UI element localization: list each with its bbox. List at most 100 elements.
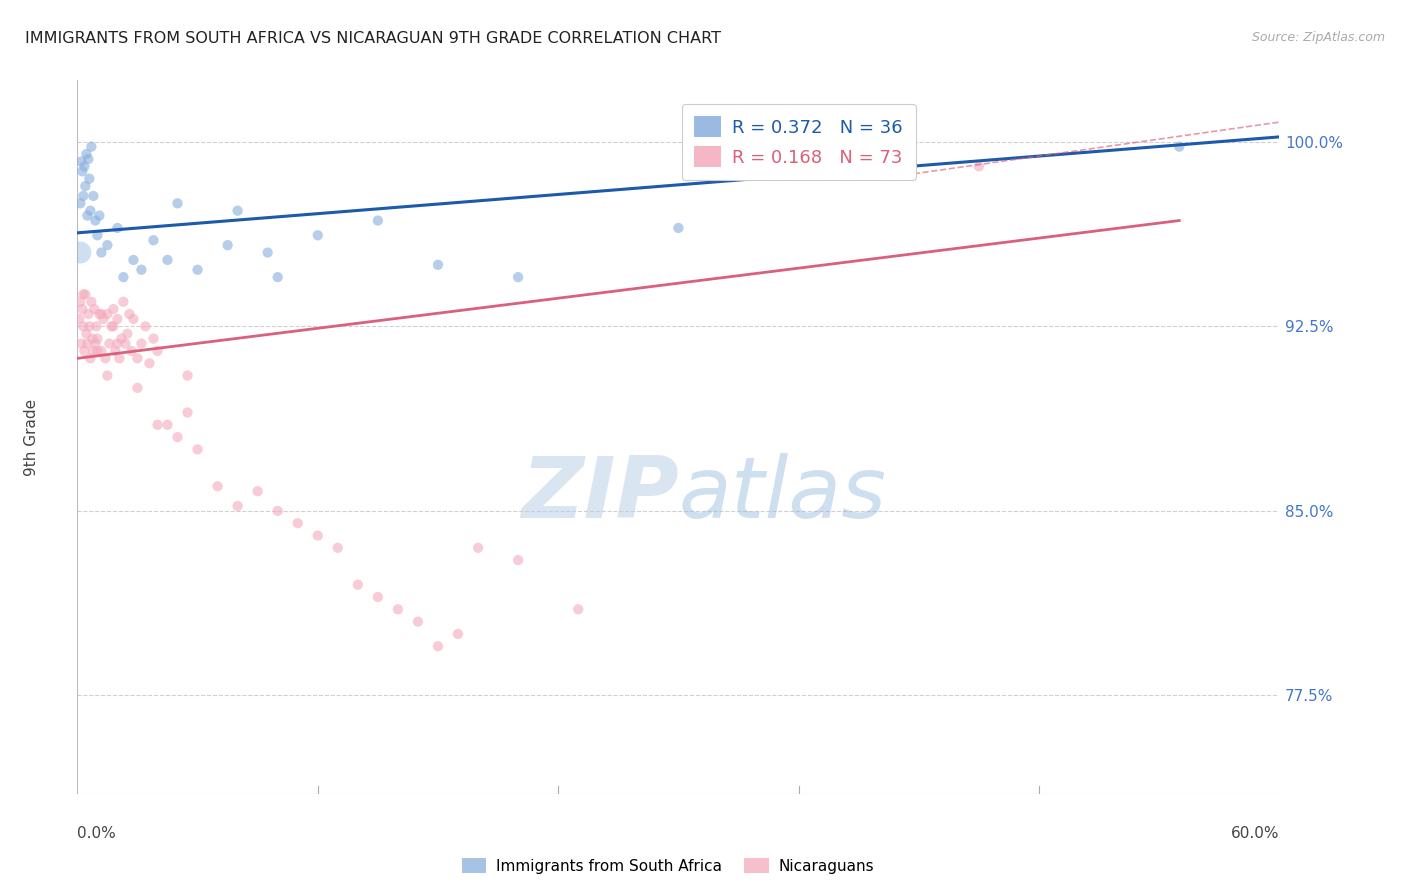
Point — [73, 343, 96, 358]
Point — [112, 270, 135, 285]
Point — [307, 228, 329, 243]
Point — [118, 307, 141, 321]
Point — [226, 499, 249, 513]
Point — [447, 627, 470, 641]
Point — [83, 302, 105, 317]
Point — [156, 417, 179, 432]
Point — [98, 336, 121, 351]
Point — [367, 590, 389, 604]
Point — [567, 602, 589, 616]
Point — [96, 368, 118, 383]
Point — [131, 262, 153, 277]
Text: atlas: atlas — [679, 452, 886, 536]
Point — [122, 312, 145, 326]
Point — [86, 332, 108, 346]
Point — [72, 287, 94, 301]
Point — [427, 258, 450, 272]
Point — [94, 351, 117, 366]
Point — [138, 356, 160, 370]
Point — [76, 336, 98, 351]
Point — [86, 228, 108, 243]
Point — [89, 307, 111, 321]
Point — [104, 343, 127, 358]
Point — [246, 484, 269, 499]
Legend: R = 0.372   N = 36, R = 0.168   N = 73: R = 0.372 N = 36, R = 0.168 N = 73 — [682, 103, 915, 179]
Point — [406, 615, 429, 629]
Point — [187, 442, 209, 457]
Point — [67, 312, 90, 326]
Point — [69, 294, 91, 309]
Point — [72, 319, 94, 334]
Point — [77, 152, 100, 166]
Point — [114, 336, 136, 351]
Point — [127, 381, 149, 395]
Point — [72, 164, 94, 178]
Legend: Immigrants from South Africa, Nicaraguans: Immigrants from South Africa, Nicaraguan… — [456, 852, 880, 880]
Point — [72, 189, 94, 203]
Point — [176, 368, 198, 383]
Point — [156, 252, 179, 267]
Point — [82, 189, 104, 203]
Point — [75, 147, 97, 161]
Point — [387, 602, 409, 616]
Point — [142, 233, 165, 247]
Point — [107, 336, 129, 351]
Point — [347, 578, 370, 592]
Point — [84, 213, 107, 227]
Point — [103, 319, 125, 334]
Point — [103, 302, 125, 317]
Point — [73, 160, 96, 174]
Point — [166, 430, 188, 444]
Point — [267, 504, 290, 518]
Point — [96, 307, 118, 321]
Point — [108, 351, 131, 366]
Point — [72, 302, 94, 317]
Text: 60.0%: 60.0% — [1232, 826, 1279, 841]
Point — [176, 405, 198, 419]
Point — [75, 179, 97, 194]
Point — [326, 541, 349, 555]
Point — [131, 336, 153, 351]
Point — [82, 332, 104, 346]
Point — [79, 351, 101, 366]
Point — [267, 270, 290, 285]
Point — [69, 245, 91, 260]
Point — [134, 319, 156, 334]
Text: Source: ZipAtlas.com: Source: ZipAtlas.com — [1251, 31, 1385, 45]
Point — [75, 326, 97, 341]
Point — [80, 139, 103, 153]
Point — [226, 203, 249, 218]
Point — [256, 245, 278, 260]
Point — [90, 343, 112, 358]
Point — [967, 160, 990, 174]
Point — [287, 516, 309, 531]
Point — [100, 319, 122, 334]
Point — [82, 343, 104, 358]
Point — [70, 154, 93, 169]
Point — [367, 213, 389, 227]
Point — [508, 270, 530, 285]
Point — [89, 209, 111, 223]
Point — [146, 417, 169, 432]
Point — [508, 553, 530, 567]
Point — [110, 332, 132, 346]
Point — [75, 287, 97, 301]
Point — [86, 319, 108, 334]
Point — [112, 294, 135, 309]
Point — [146, 343, 169, 358]
Point — [127, 351, 149, 366]
Text: 9th Grade: 9th Grade — [24, 399, 39, 475]
Point — [90, 245, 112, 260]
Point — [122, 252, 145, 267]
Point — [79, 319, 101, 334]
Text: IMMIGRANTS FROM SOUTH AFRICA VS NICARAGUAN 9TH GRADE CORRELATION CHART: IMMIGRANTS FROM SOUTH AFRICA VS NICARAGU… — [25, 31, 721, 46]
Point — [166, 196, 188, 211]
Point — [217, 238, 239, 252]
Point — [1168, 139, 1191, 153]
Point — [107, 221, 129, 235]
Point — [107, 312, 129, 326]
Point — [668, 221, 690, 235]
Point — [142, 332, 165, 346]
Point — [187, 262, 209, 277]
Point — [96, 238, 118, 252]
